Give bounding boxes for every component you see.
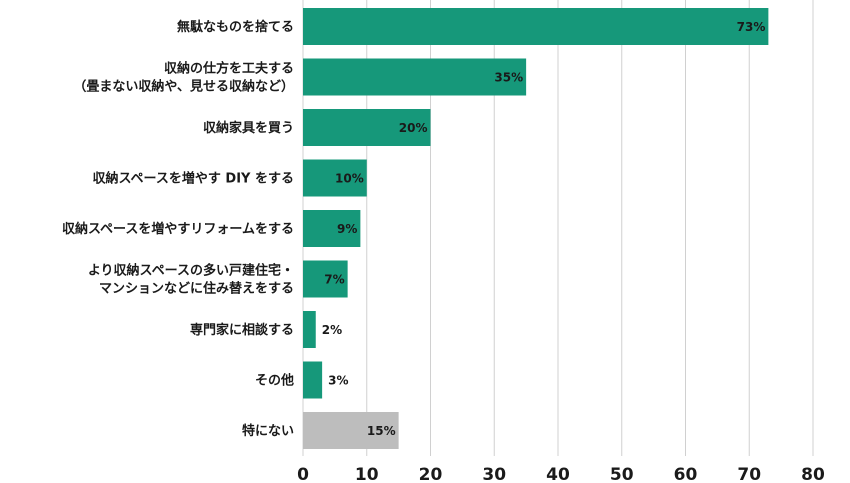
- bar: [303, 311, 316, 348]
- bar-value-label: 3%: [328, 374, 348, 388]
- bar: [303, 58, 527, 96]
- x-tick-label: 10: [355, 465, 379, 483]
- x-tick-label: 0: [297, 465, 309, 483]
- bar-value-label: 7%: [324, 273, 344, 287]
- bar-value-label: 20%: [399, 121, 428, 135]
- category-label: マンションなどに住み替えをする: [99, 281, 294, 297]
- category-label: 特にない: [242, 423, 294, 439]
- bar-value-label: 9%: [337, 222, 357, 236]
- bar: [303, 109, 431, 146]
- bar: [303, 361, 323, 399]
- category-label: 収納スペースを増やすリフォームをする: [62, 221, 294, 237]
- category-label: 収納家具を買う: [203, 120, 294, 136]
- bar-value-label: 2%: [322, 323, 342, 337]
- bar-value-label: 10%: [335, 172, 364, 186]
- category-label: その他: [255, 373, 294, 389]
- category-label: 専門家に相談する: [190, 322, 294, 338]
- value-labels: 73% 35% 20% 10% 9% 7% 2% 3% 15%: [322, 20, 766, 438]
- bar: [303, 8, 769, 45]
- bars: [303, 8, 769, 449]
- bar: [303, 260, 348, 298]
- x-axis-tick-labels: 0 10 20 30 40 50 60 70 80: [297, 465, 825, 483]
- category-label: （畳まない収納や、見せる収納など）: [73, 79, 294, 95]
- x-tick-label: 80: [801, 465, 825, 483]
- bar-value-label: 35%: [494, 71, 523, 85]
- category-label: より収納スペースの多い戸建住宅・: [88, 263, 294, 279]
- bar: [303, 412, 399, 449]
- bar: [303, 210, 361, 247]
- bar-value-label: 15%: [367, 424, 396, 438]
- x-tick-label: 20: [419, 465, 443, 483]
- x-tick-label: 70: [737, 465, 761, 483]
- bar-value-label: 73%: [737, 20, 766, 34]
- bar: [303, 159, 367, 197]
- category-label: 無駄なものを捨てる: [177, 19, 294, 35]
- x-tick-label: 50: [610, 465, 634, 483]
- x-tick-label: 40: [546, 465, 570, 483]
- category-label: 収納の仕方を工夫する: [164, 61, 294, 77]
- x-tick-label: 60: [674, 465, 698, 483]
- x-tick-label: 30: [482, 465, 506, 483]
- category-label: 収納スペースを増やす DIY をする: [92, 171, 294, 187]
